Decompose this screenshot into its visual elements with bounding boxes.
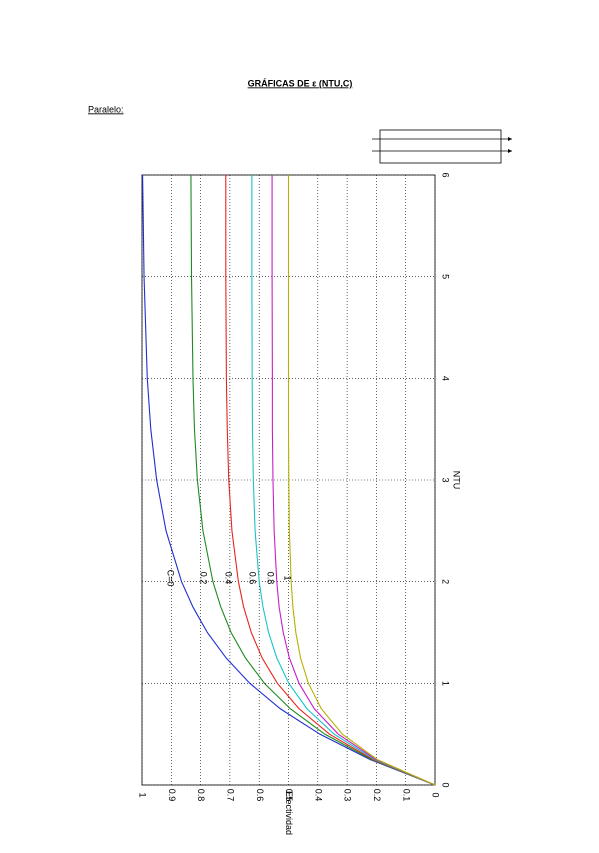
x-tick-label: 2 xyxy=(441,579,451,584)
x-tick-label: 1 xyxy=(441,681,451,686)
series-line xyxy=(287,175,436,786)
series-line xyxy=(142,174,436,786)
flow-diagram xyxy=(372,129,512,164)
y-tick-label: 0.4 xyxy=(313,789,323,802)
series-line xyxy=(271,175,436,786)
series-line xyxy=(225,175,436,786)
y-tick-label: 0.9 xyxy=(167,789,177,802)
series-label: 0.8 xyxy=(266,572,276,585)
series-line xyxy=(190,174,436,786)
y-axis-label: Efectividad xyxy=(284,791,294,835)
series-line xyxy=(251,175,436,786)
y-tick-label: 0 xyxy=(431,792,441,797)
x-tick-label: 5 xyxy=(441,274,451,279)
series-label: 0.4 xyxy=(224,572,234,585)
series-label: 0.2 xyxy=(199,572,209,585)
x-tick-label: 6 xyxy=(441,172,451,177)
y-tick-label: 0.3 xyxy=(343,789,353,802)
x-tick-label: 3 xyxy=(441,477,451,482)
document-title: GRÁFICAS DE ε (NTU,C) xyxy=(248,78,353,88)
y-tick-label: 0.8 xyxy=(196,789,206,802)
series-label: C=0 xyxy=(166,570,176,587)
y-tick-label: 0.2 xyxy=(372,789,382,802)
series-label: 1 xyxy=(283,575,293,580)
y-tick-label: 0.7 xyxy=(226,789,236,802)
section-label: Paralelo: xyxy=(88,104,124,114)
y-tick-label: 0.1 xyxy=(401,789,411,802)
x-axis-label: NTU xyxy=(452,471,462,490)
y-tick-label: 0.6 xyxy=(255,789,265,802)
x-tick-label: 0 xyxy=(441,782,451,787)
x-tick-label: 4 xyxy=(441,376,451,381)
series-label: 0.6 xyxy=(248,572,258,585)
y-tick-label: 0.5 xyxy=(284,789,294,802)
y-tick-label: 1 xyxy=(138,792,148,797)
